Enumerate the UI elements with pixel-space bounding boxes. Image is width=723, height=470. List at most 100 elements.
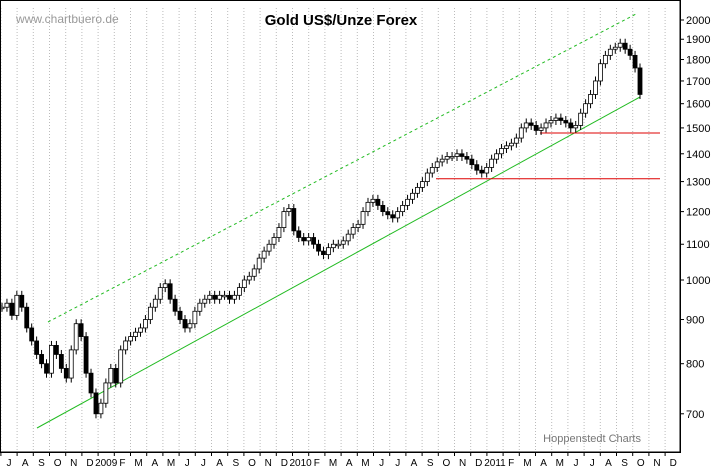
x-tick-label: S	[621, 458, 628, 469]
candle-body	[73, 323, 79, 351]
candle-body	[400, 205, 406, 213]
watermark: www.chartbuero.de	[15, 12, 119, 26]
candle-body	[143, 319, 148, 329]
candle-body	[499, 148, 504, 155]
candle-body	[197, 302, 203, 312]
candle-body	[301, 237, 307, 242]
y-tick-label: 1500	[686, 123, 710, 135]
candle-body	[113, 368, 119, 384]
candle-body	[227, 294, 232, 300]
candle-body	[24, 306, 30, 329]
candle-body	[617, 42, 623, 48]
candle-body	[335, 243, 341, 247]
x-tick-label: F	[314, 458, 320, 469]
horizontal-lines	[436, 132, 660, 180]
candle-body	[118, 349, 124, 384]
candle-body	[632, 54, 638, 69]
x-tick-label: O	[443, 458, 451, 469]
candle-body	[415, 187, 420, 194]
candle-body	[271, 237, 277, 245]
candle-body	[54, 345, 59, 355]
candle-body	[419, 181, 425, 188]
candle-body	[637, 67, 643, 95]
candle-body	[167, 283, 173, 300]
candle-body	[390, 214, 396, 219]
x-tick-label: 2010	[289, 458, 312, 469]
candle-body	[444, 156, 450, 160]
candle-body	[504, 145, 509, 149]
y-tick-label: 1900	[686, 34, 710, 46]
candle-body	[63, 368, 69, 379]
candle-body	[489, 158, 495, 168]
x-tick-label: D	[86, 458, 93, 469]
x-tick-label: S	[427, 458, 434, 469]
x-tick-label: A	[216, 458, 223, 469]
y-tick-label: 1200	[686, 207, 710, 219]
candle-body	[558, 117, 564, 121]
candle-body	[212, 294, 218, 300]
candle-body	[34, 340, 40, 355]
candle-body	[439, 158, 445, 163]
x-tick-label: S	[232, 458, 239, 469]
y-axis: 700 800 900 1000 1100 1200 1300 1400 1500 1600 170…	[679, 0, 710, 452]
candle-body	[513, 137, 519, 144]
y-tick-label: 900	[686, 315, 704, 327]
candle-body	[330, 243, 336, 249]
y-tick-label: 1400	[686, 149, 710, 161]
candle-body	[147, 306, 153, 320]
y-tick-label: 1800	[686, 55, 710, 67]
candle-body	[19, 294, 25, 308]
candle-body	[593, 80, 598, 95]
candle-body	[251, 268, 257, 277]
x-tick-label: J	[185, 458, 190, 469]
candle-body	[464, 156, 470, 160]
y-tick-label: 800	[686, 359, 704, 371]
x-tick-label: D	[281, 458, 288, 469]
candle-body	[459, 153, 465, 157]
x-tick-label: A	[411, 458, 418, 469]
candle-body	[291, 208, 297, 232]
x-tick-label: A	[605, 458, 612, 469]
candle-body	[509, 142, 514, 147]
candle-body	[573, 125, 579, 129]
candle-body	[385, 211, 391, 216]
candle-body	[622, 42, 628, 50]
candle-body	[39, 354, 44, 365]
x-tick-label: 2009	[95, 458, 118, 469]
candle-body	[543, 122, 549, 129]
candle-body	[222, 294, 227, 298]
candle-body	[78, 323, 84, 337]
candle-body	[612, 46, 618, 50]
x-tick-label: D	[475, 458, 482, 469]
x-tick-label: M	[134, 458, 142, 469]
candle-body	[410, 192, 415, 200]
candle-body	[58, 354, 64, 369]
candle-body	[266, 243, 272, 252]
candle-body	[172, 298, 178, 312]
chart-title: Gold US$/Unze Forex	[265, 12, 418, 29]
candle-body	[68, 349, 74, 379]
candle-body	[286, 208, 292, 213]
candle-body	[578, 112, 584, 126]
candle-body	[0, 306, 5, 310]
price-candles	[0, 38, 643, 419]
candle-body	[316, 243, 321, 252]
candle-body	[321, 250, 326, 256]
candle-body	[598, 63, 603, 82]
x-tick-label: D	[670, 458, 677, 469]
candle-body	[405, 198, 410, 206]
candle-body	[326, 247, 331, 256]
candle-body	[479, 169, 485, 174]
candle-body	[29, 327, 35, 342]
candle-body	[563, 120, 569, 124]
candle-body	[395, 211, 401, 219]
x-tick-label: M	[361, 458, 369, 469]
x-tick-label: O	[637, 458, 645, 469]
candle-body	[241, 279, 247, 288]
x-tick-label: N	[70, 458, 77, 469]
candle-body	[138, 327, 143, 333]
y-tick-label: 1100	[686, 239, 710, 251]
candle-body	[9, 302, 15, 316]
